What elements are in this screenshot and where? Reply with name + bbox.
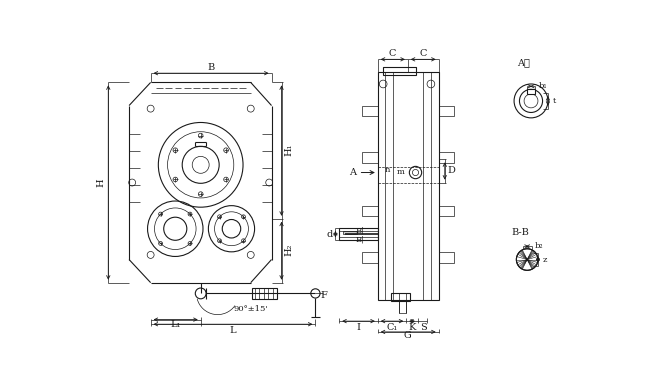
Text: A: A [349, 168, 356, 177]
Text: C: C [419, 49, 427, 58]
Text: H₂: H₂ [284, 244, 293, 257]
Bar [252, 288, 277, 299]
Text: d: d [326, 230, 332, 239]
Text: G: G [404, 331, 411, 340]
Text: S: S [421, 323, 427, 332]
Text: z: z [543, 255, 547, 263]
Text: b₁: b₁ [538, 82, 547, 90]
Text: D: D [448, 166, 456, 175]
Bar [439, 206, 454, 216]
Text: B: B [207, 63, 214, 72]
Text: t: t [552, 97, 556, 105]
Text: 90°±15': 90°±15' [233, 305, 268, 313]
Text: C: C [389, 49, 396, 58]
Bar [363, 152, 378, 163]
Text: C₁: C₁ [386, 323, 397, 332]
Text: H: H [97, 178, 106, 187]
Text: K: K [408, 323, 415, 332]
Text: I: I [357, 323, 361, 332]
Bar [363, 252, 378, 263]
Text: F: F [320, 291, 328, 300]
Circle shape [516, 249, 538, 270]
Bar [439, 152, 454, 163]
Polygon shape [527, 89, 535, 94]
Bar [384, 67, 416, 75]
Text: n: n [385, 166, 391, 174]
Bar [343, 231, 357, 234]
Bar [339, 228, 378, 240]
Text: B-B: B-B [512, 228, 529, 237]
Bar [363, 105, 378, 116]
Bar [439, 105, 454, 116]
Text: B|: B| [356, 226, 365, 234]
Bar [378, 72, 439, 299]
Bar [439, 252, 454, 263]
Bar [398, 301, 406, 313]
Text: A向: A向 [517, 58, 530, 67]
Text: B|: B| [356, 235, 365, 244]
Text: m: m [397, 168, 405, 176]
Text: b₂: b₂ [535, 243, 544, 251]
Text: L₁: L₁ [170, 321, 181, 329]
Bar [363, 206, 378, 216]
Text: H₁: H₁ [284, 144, 293, 157]
Text: L: L [229, 326, 237, 335]
Bar [391, 293, 410, 301]
